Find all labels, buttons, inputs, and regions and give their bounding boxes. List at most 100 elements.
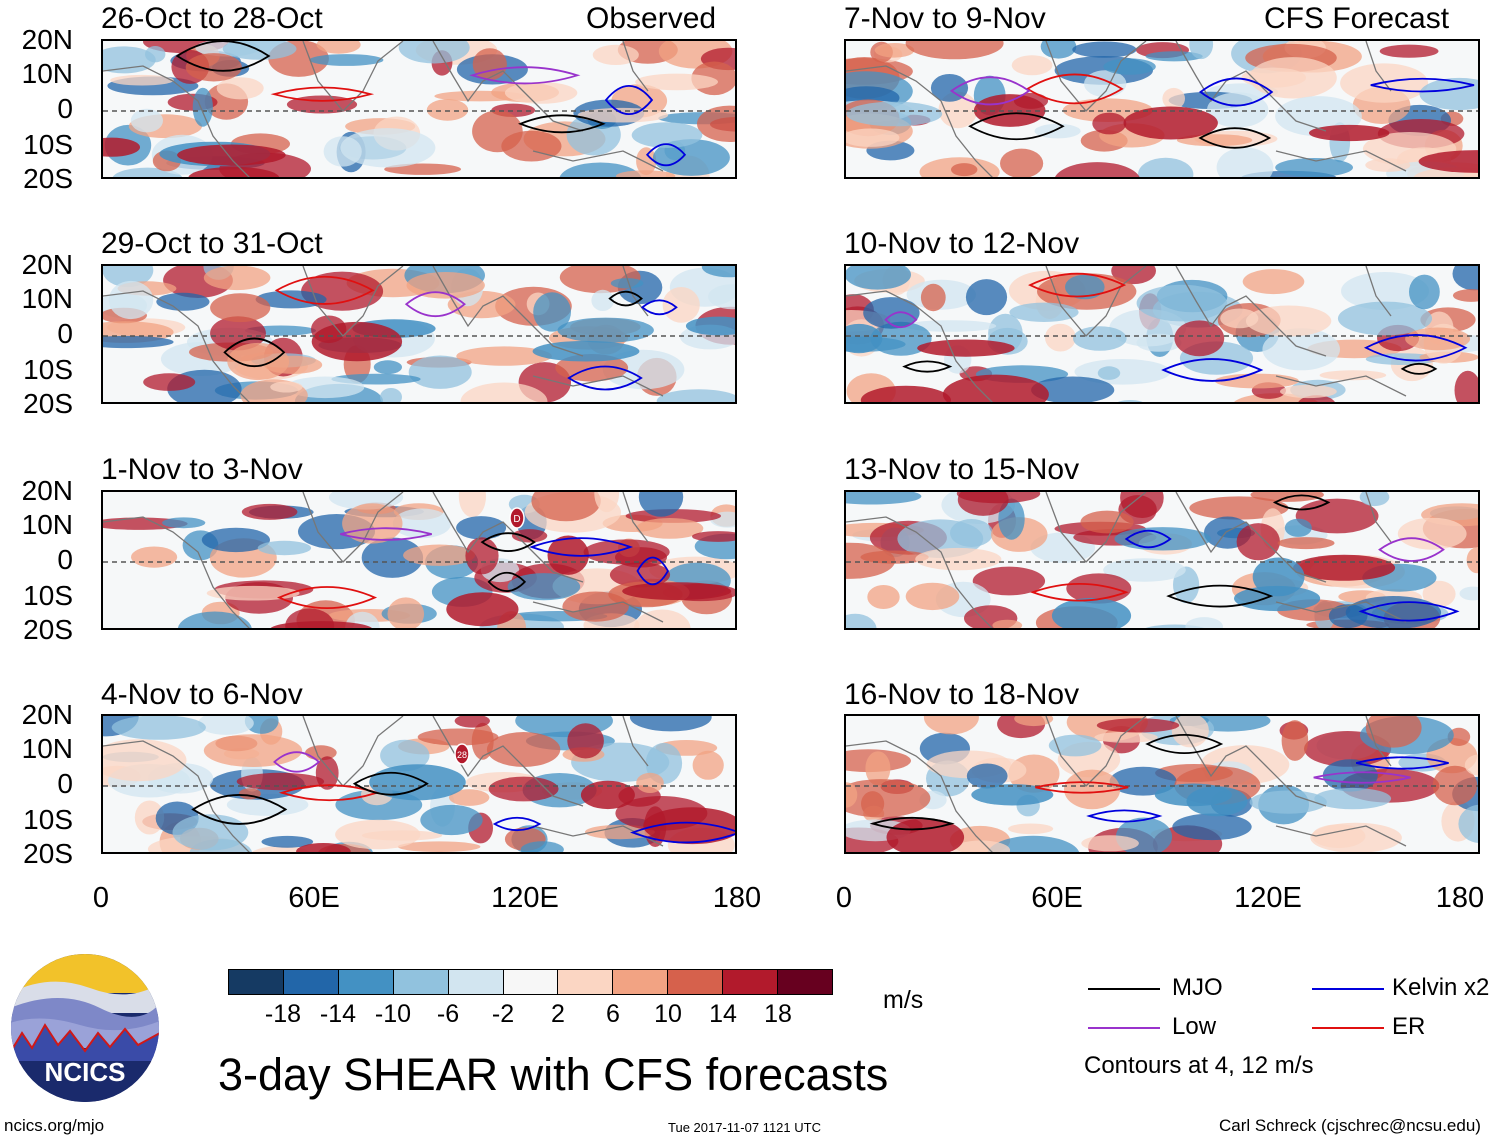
colorbar-swatch-10 bbox=[778, 970, 832, 994]
storm-label-2: 28 bbox=[457, 750, 467, 760]
contour-line bbox=[1035, 781, 1129, 794]
colorbar-swatch-4 bbox=[448, 970, 504, 994]
colorbar-swatch-9 bbox=[723, 970, 779, 994]
contour-line bbox=[636, 556, 669, 586]
panel-title-5: 7-Nov to 9-Nov bbox=[844, 2, 1046, 35]
lat-label-10n: 10N bbox=[21, 509, 73, 540]
coastline bbox=[846, 492, 1407, 628]
lon-label-120e: 120E bbox=[1234, 882, 1302, 914]
lat-label-10n: 10N bbox=[21, 733, 73, 764]
map-panel-4: 28 bbox=[101, 714, 737, 854]
map-panel-3: D bbox=[101, 490, 737, 630]
contour-line bbox=[469, 66, 581, 85]
lat-label-20s: 20S bbox=[23, 838, 73, 869]
contour-line bbox=[492, 816, 542, 832]
contour-line bbox=[1313, 771, 1411, 784]
colorbar-label: 18 bbox=[764, 1000, 792, 1028]
colorbar-label: -2 bbox=[491, 1000, 515, 1028]
lat-label-20n: 20N bbox=[21, 249, 73, 280]
panel-title-3: 1-Nov to 3-Nov bbox=[101, 453, 303, 486]
map-panel-8 bbox=[844, 714, 1480, 854]
contour-line bbox=[191, 794, 288, 825]
lon-label-180: 180 bbox=[712, 882, 762, 914]
coastline bbox=[846, 266, 1407, 402]
contour-line bbox=[1161, 358, 1264, 382]
lat-label-0: 0 bbox=[57, 768, 73, 799]
panel-title-8: 16-Nov to 18-Nov bbox=[844, 678, 1080, 711]
panel-tag-observed: Observed bbox=[586, 2, 717, 35]
contour-line bbox=[1030, 582, 1129, 602]
colorbar-label: 6 bbox=[606, 1000, 620, 1028]
storm-label-1: D bbox=[513, 514, 520, 525]
legend-note: Contours at 4, 12 m/s bbox=[1084, 1052, 1314, 1079]
panel-tag-cfs-forecast: CFS Forecast bbox=[1264, 2, 1450, 35]
contour-line bbox=[1363, 334, 1468, 362]
contour-line bbox=[223, 337, 286, 367]
contour-line bbox=[1198, 127, 1272, 149]
contour-line bbox=[1086, 809, 1163, 823]
contour-line bbox=[949, 76, 1031, 106]
lon-label-60e: 60E bbox=[1031, 882, 1083, 914]
contour-line bbox=[1378, 537, 1445, 562]
lat-label-20n: 20N bbox=[21, 24, 73, 55]
contour-line bbox=[270, 86, 375, 102]
lon-label-180: 180 bbox=[1435, 882, 1485, 914]
lat-label-20s: 20S bbox=[23, 388, 73, 419]
contour-line bbox=[1370, 77, 1475, 93]
lon-label-120e: 120E bbox=[491, 882, 559, 914]
footer-author: Carl Schreck (cjschrec@ncsu.edu) bbox=[1219, 1116, 1481, 1135]
storm-marker-1 bbox=[509, 507, 525, 529]
contour-line bbox=[175, 41, 271, 72]
contour-line bbox=[273, 751, 321, 773]
contour-line bbox=[404, 291, 466, 317]
panel-title-4: 4-Nov to 6-Nov bbox=[101, 678, 303, 711]
map-panel-2 bbox=[101, 264, 737, 404]
contour-line bbox=[968, 112, 1065, 141]
footer-url: ncics.org/mjo bbox=[4, 1116, 105, 1135]
coastline bbox=[103, 266, 664, 402]
legend-line-kelvin bbox=[1312, 988, 1384, 990]
coastline bbox=[103, 492, 664, 628]
colorbar-swatch-6 bbox=[558, 970, 614, 994]
contour-line bbox=[1272, 494, 1331, 511]
contour-line bbox=[884, 311, 918, 329]
storm-marker-2 bbox=[454, 743, 470, 765]
coastline bbox=[103, 41, 664, 177]
contour-line bbox=[274, 275, 375, 305]
contour-line bbox=[1124, 529, 1172, 549]
colorbar-swatch-7 bbox=[613, 970, 669, 994]
contour-line bbox=[604, 84, 654, 116]
lat-label-10n: 10N bbox=[21, 283, 73, 314]
lat-label-10s: 10S bbox=[23, 129, 73, 160]
colorbar-label: 10 bbox=[654, 1000, 682, 1028]
contour-line bbox=[1145, 734, 1224, 754]
contour-line bbox=[567, 365, 643, 391]
coastline bbox=[846, 716, 1407, 852]
colorbar-label: -10 bbox=[374, 1000, 412, 1028]
contour-line bbox=[1358, 601, 1460, 622]
map-panel-6 bbox=[844, 264, 1480, 404]
contour-line bbox=[1355, 756, 1449, 770]
lat-label-0: 0 bbox=[57, 318, 73, 349]
panel-title-7: 13-Nov to 15-Nov bbox=[844, 453, 1080, 486]
colorbar-label: -18 bbox=[264, 1000, 302, 1028]
colorbar-swatch-5 bbox=[503, 970, 559, 994]
colorbar-label: 2 bbox=[551, 1000, 565, 1028]
colorbar bbox=[228, 969, 833, 995]
contour-line bbox=[1028, 272, 1127, 298]
colorbar-label: 14 bbox=[709, 1000, 737, 1028]
footer-timestamp: Tue 2017-11-07 1121 UTC bbox=[668, 1120, 821, 1135]
contour-line bbox=[1400, 362, 1438, 375]
map-panel-1 bbox=[101, 39, 737, 179]
logo-text: NCICS bbox=[45, 1057, 126, 1087]
lon-label-60e: 60E bbox=[288, 882, 340, 914]
lat-label-0: 0 bbox=[57, 93, 73, 124]
contour-line bbox=[487, 571, 527, 592]
panel-title-1: 26-Oct to 28-Oct bbox=[101, 2, 323, 35]
colorbar-swatch-8 bbox=[668, 970, 724, 994]
main-title: 3-day SHEAR with CFS forecasts bbox=[218, 1049, 889, 1100]
colorbar-label: -6 bbox=[436, 1000, 460, 1028]
contour-line bbox=[869, 816, 955, 831]
contour-line bbox=[352, 771, 429, 796]
colorbar-swatch-2 bbox=[338, 970, 394, 994]
